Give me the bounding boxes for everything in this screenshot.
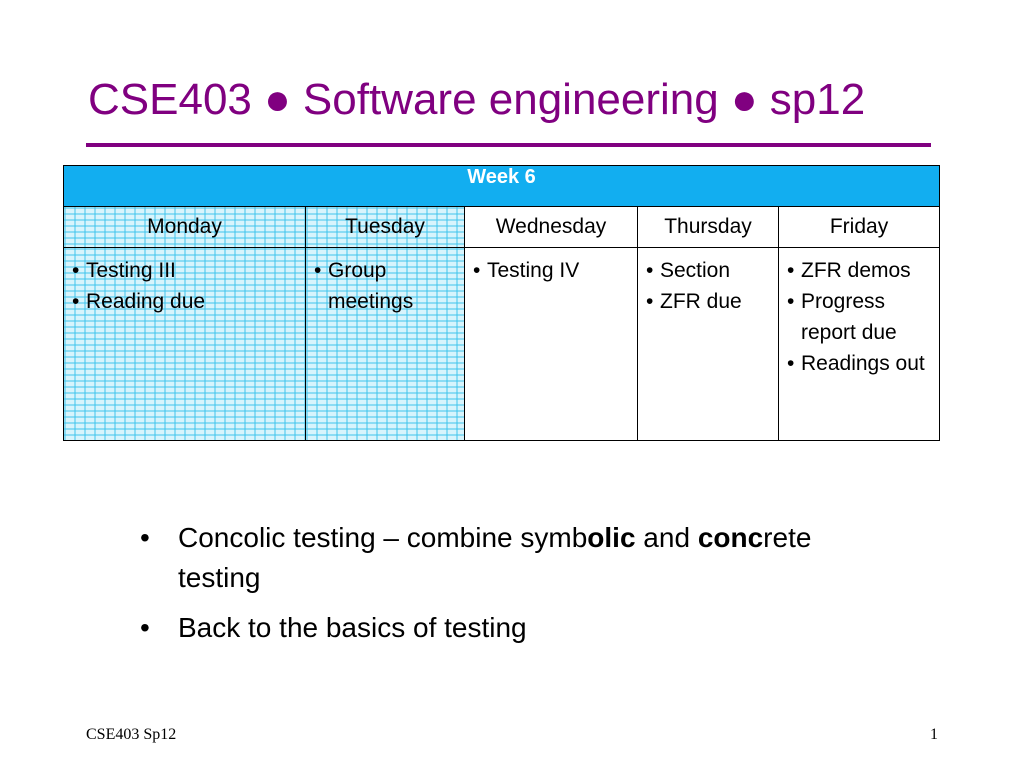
day-header-friday: Friday bbox=[777, 206, 941, 248]
day-header-tuesday: Tuesday bbox=[305, 206, 465, 248]
list-item: ZFR due bbox=[646, 286, 774, 317]
day-header-thursday: Thursday bbox=[637, 206, 779, 248]
slide-title: CSE403 ● Software engineering ● sp12 bbox=[88, 75, 866, 124]
list-item: Reading due bbox=[72, 286, 301, 317]
slide-number: 1 bbox=[930, 726, 938, 743]
week-schedule-table: Week 6 Monday Tuesday Wednesday Thursday… bbox=[62, 165, 941, 441]
bullet-concolic: Concolic testing – combine symbolic and … bbox=[140, 518, 840, 598]
day-header-wednesday: Wednesday bbox=[464, 206, 638, 248]
list-item: Testing IV bbox=[473, 255, 633, 286]
list-item: Testing III bbox=[72, 255, 301, 286]
wednesday-cell: Testing IV bbox=[464, 247, 638, 441]
thursday-cell: Section ZFR due bbox=[637, 247, 779, 441]
monday-cell: Testing III Reading due bbox=[63, 247, 306, 441]
week-header: Week 6 bbox=[62, 165, 941, 207]
list-item: Progress report due bbox=[787, 286, 935, 348]
bullet-basics: Back to the basics of testing bbox=[140, 608, 840, 648]
list-item: Readings out bbox=[787, 348, 935, 379]
friday-cell: ZFR demos Progress report due Readings o… bbox=[777, 247, 941, 441]
list-item: Section bbox=[646, 255, 774, 286]
tuesday-cell: Group meetings bbox=[305, 247, 465, 441]
slide-bullets: Concolic testing – combine symbolic and … bbox=[140, 518, 840, 658]
day-header-monday: Monday bbox=[63, 206, 306, 248]
footer-course-label: CSE403 Sp12 bbox=[86, 726, 177, 743]
list-item: ZFR demos bbox=[787, 255, 935, 286]
list-item: Group meetings bbox=[314, 255, 460, 317]
title-divider bbox=[86, 143, 931, 147]
